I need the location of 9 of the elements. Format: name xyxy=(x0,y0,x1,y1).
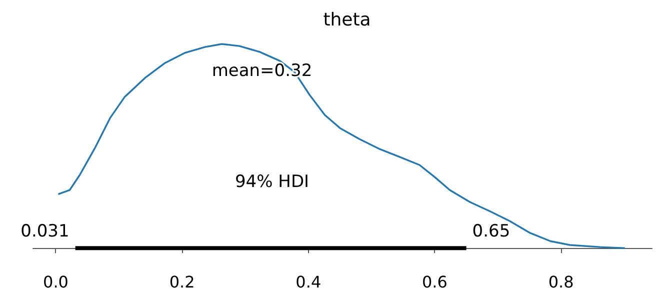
annotation: 0.031 xyxy=(20,222,70,242)
annotation: 0.65 xyxy=(472,222,510,242)
annotation: 94% HDI xyxy=(234,172,310,192)
x-tick-label: 0.6 xyxy=(422,272,448,292)
x-tick-label: 0.2 xyxy=(169,272,195,292)
x-tick-label: 0.8 xyxy=(548,272,574,292)
chart-title: theta xyxy=(323,10,371,30)
x-tick-label: 0.0 xyxy=(43,272,68,292)
x-tick-label: 0.4 xyxy=(296,272,322,292)
